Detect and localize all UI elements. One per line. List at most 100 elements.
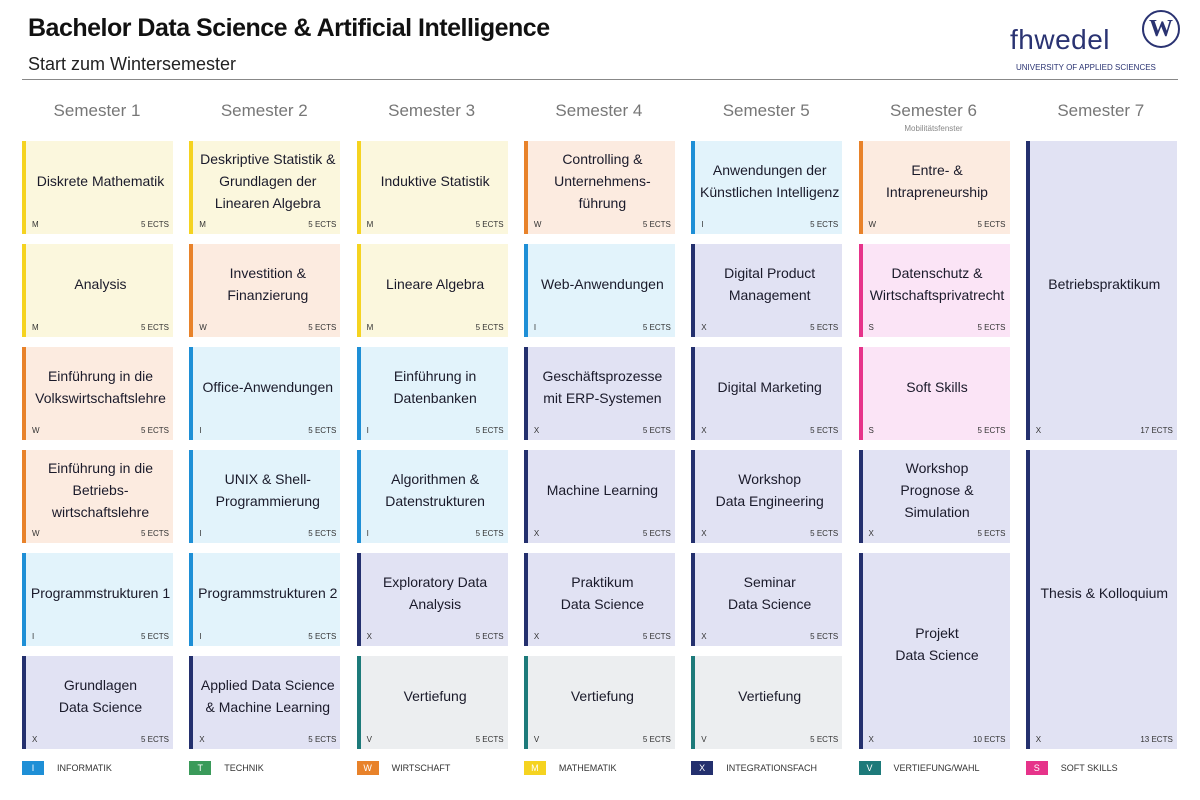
course-ects: 5 ECTS	[475, 529, 504, 538]
course-label: Thesis & Kolloquium	[1034, 450, 1175, 735]
course-label-line: Einführung in die	[47, 459, 154, 476]
course-ects: 5 ECTS	[642, 735, 671, 744]
course-label: Vertiefung	[699, 656, 840, 735]
course-ects: 5 ECTS	[810, 529, 839, 538]
course-label-line: Wirtschaftsprivatrecht	[869, 286, 1005, 303]
course-code: W	[32, 426, 40, 435]
course-label-line: führung	[578, 194, 627, 211]
course-card: Exploratory Data Analysis X 5 ECTS	[356, 553, 508, 646]
course-card: Programmstrukturen 2 I 5 ECTS	[189, 553, 341, 646]
course-code: M	[32, 220, 39, 229]
legend-swatch: T	[189, 761, 212, 775]
course-label: Investition & Finanzierung	[197, 244, 338, 323]
course-label: Machine Learning	[532, 450, 673, 529]
semester-header: Semester 2	[220, 101, 308, 120]
course-label-line: Grundlagen	[63, 676, 138, 693]
course-ects: 5 ECTS	[977, 323, 1006, 332]
course-ects: 5 ECTS	[308, 323, 337, 332]
course-label-line: Datenschutz &	[891, 264, 983, 281]
course-label: Applied Data Science & Machine Learning	[197, 656, 338, 735]
course-label-line: Finanzierung	[227, 286, 309, 303]
course-code: X	[533, 426, 540, 435]
legend-swatch: M	[523, 761, 546, 775]
semester-header: Semester 3	[388, 101, 476, 120]
course-ects: 5 ECTS	[475, 220, 504, 229]
course-label: Workshop Data Engineering	[699, 450, 840, 529]
course-label-line: mit ERP-Systemen	[543, 389, 662, 406]
course-label: Projekt Data Science	[867, 553, 1008, 735]
course-code: I	[199, 529, 202, 538]
course-label: Geschäftsprozesse mit ERP-Systemen	[532, 347, 673, 426]
course-ects: 5 ECTS	[475, 735, 504, 744]
course-code: X	[868, 529, 874, 538]
course-ects: 5 ECTS	[977, 529, 1006, 538]
course-label-line: Applied Data Science	[200, 676, 335, 693]
course-label-line: Projekt	[915, 625, 959, 641]
legend-label: INTEGRATIONSFACH	[726, 763, 818, 773]
course-label-line: Linearen Algebra	[214, 194, 321, 211]
course-ects: 5 ECTS	[977, 220, 1006, 229]
course-label-line: Workshop	[905, 459, 969, 476]
course-label-line: Seminar	[743, 573, 796, 590]
course-card: Seminar Data Science X 5 ECTS	[691, 553, 843, 646]
course-code: X	[1035, 426, 1042, 435]
course-ects: 5 ECTS	[308, 426, 337, 435]
course-label: Workshop Prognose & Simulation	[867, 450, 1008, 529]
course-code: I	[199, 632, 202, 641]
course-card: Soft Skills S 5 ECTS	[858, 347, 1010, 440]
course-code: W	[32, 529, 40, 538]
course-label: Programmstrukturen 2	[197, 553, 338, 632]
course-label-line: Soft Skills	[906, 378, 968, 395]
course-ects: 5 ECTS	[642, 220, 671, 229]
course-label-line: UNIX & Shell-	[224, 470, 311, 487]
course-card: Investition & Finanzierung W 5 ECTS	[189, 244, 341, 337]
course-card: Web-Anwendungen I 5 ECTS	[523, 244, 675, 337]
course-ects: 5 ECTS	[308, 220, 337, 229]
course-ects: 5 ECTS	[642, 323, 671, 332]
course-label-line: & Machine Learning	[205, 698, 331, 715]
course-code: I	[366, 426, 369, 435]
course-label: Deskriptive Statistik & Grundlagen der Lin…	[197, 141, 338, 220]
course-code: W	[868, 220, 877, 229]
course-code: V	[701, 735, 707, 744]
course-card: Workshop Data Engineering X 5 ECTS	[691, 450, 843, 543]
course-code: I	[32, 632, 35, 641]
legend-label: INFORMATIK	[57, 763, 112, 773]
course-label-line: Praktikum	[571, 573, 634, 590]
course-card: Induktive Statistik M 5 ECTS	[356, 141, 508, 234]
course-label-line: Workshop	[738, 470, 802, 487]
course-label: Praktikum Data Science	[532, 553, 673, 632]
title: Bachelor Data Science & Artificial Intel…	[28, 14, 550, 42]
course-label-line: wirtschaftslehre	[51, 503, 150, 520]
course-card: Applied Data Science & Machine Learning X 5…	[189, 656, 341, 749]
course-ects: 5 ECTS	[475, 426, 504, 435]
course-label-line: Volkswirtschaftslehre	[35, 389, 166, 406]
course-card: Algorithmen & Datenstrukturen I 5 ECTS	[356, 450, 508, 543]
course-ects: 13 ECTS	[1140, 735, 1173, 744]
course-label-line: Exploratory Data	[382, 573, 488, 590]
course-code: X	[533, 529, 540, 538]
semester-header: Semester 4	[555, 101, 643, 120]
course-ects: 5 ECTS	[308, 632, 337, 641]
course-label-line: Data Science	[58, 698, 143, 715]
course-card: Entre- & Intrapreneurship W 5 ECTS	[858, 141, 1010, 234]
course-ects: 5 ECTS	[140, 220, 169, 229]
course-code: I	[199, 426, 202, 435]
course-label-line: Investition &	[229, 264, 306, 281]
logo-name: fhwedel	[1010, 24, 1111, 55]
course-card: Vertiefung V 5 ECTS	[356, 656, 508, 749]
course-code: X	[868, 735, 874, 744]
course-ects: 5 ECTS	[642, 529, 671, 538]
legend-label: SOFT SKILLS	[1060, 763, 1118, 773]
course-card: Diskrete Mathematik M 5 ECTS	[22, 141, 173, 234]
course-ects: 5 ECTS	[140, 323, 169, 332]
course-label: Web-Anwendungen	[532, 244, 673, 323]
course-label-line: Vertiefung	[738, 687, 802, 704]
course-code: X	[701, 632, 707, 641]
course-code: X	[701, 323, 707, 332]
course-label-line: Datenbanken	[393, 389, 477, 406]
course-label-line: Algorithmen &	[391, 470, 480, 487]
course-card: Office-Anwendungen I 5 ECTS	[189, 347, 341, 440]
course-ects: 5 ECTS	[475, 632, 504, 641]
